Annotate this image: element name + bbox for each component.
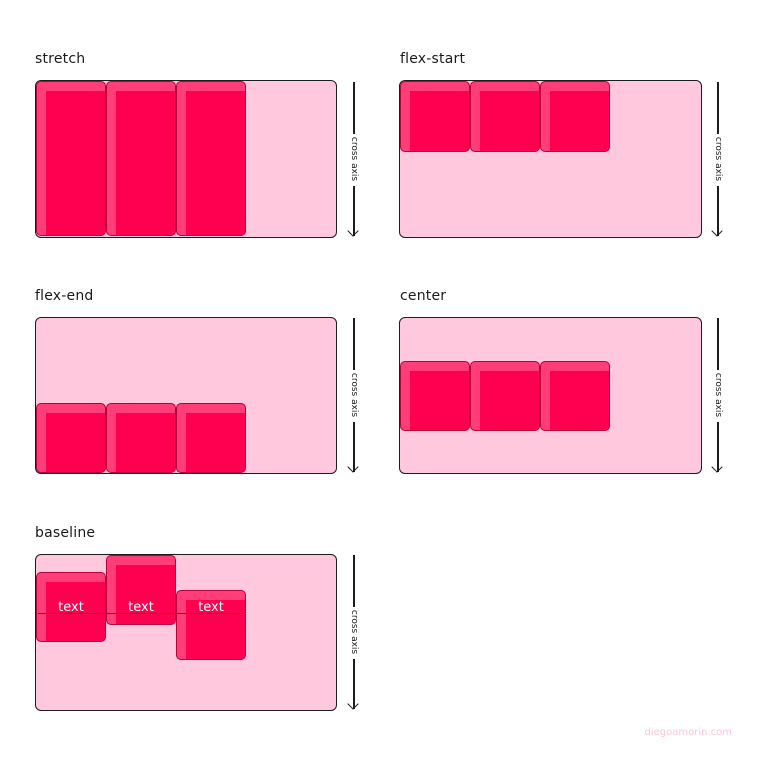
credit-watermark: diegoamorin.com [644, 727, 733, 738]
flex-container-baseline: text text text [35, 554, 337, 711]
arrow-down-icon [711, 461, 723, 473]
flex-item [400, 81, 470, 152]
flex-item [106, 81, 176, 236]
flex-item [540, 81, 610, 152]
flex-item [540, 361, 610, 431]
flex-item [176, 81, 246, 236]
arrow-down-icon [347, 698, 359, 710]
flex-item: text [106, 555, 176, 625]
cross-axis-indicator: cross axis [347, 82, 361, 238]
cross-axis-label: cross axis [713, 136, 723, 182]
item-text: text [58, 600, 84, 615]
flex-item [106, 403, 176, 473]
flex-container-center [399, 317, 702, 474]
cross-axis-label: cross axis [349, 609, 359, 655]
item-text: text [198, 600, 224, 615]
flex-item [470, 361, 540, 431]
panel-title-stretch: stretch [35, 51, 86, 67]
flex-item [470, 81, 540, 152]
cross-axis-label: cross axis [349, 136, 359, 182]
arrow-down-icon [347, 461, 359, 473]
flex-container-flex-end [35, 317, 337, 474]
cross-axis-indicator: cross axis [711, 82, 725, 238]
flex-item [176, 403, 246, 473]
panel-title-flex-end: flex-end [35, 288, 94, 304]
cross-axis-label: cross axis [713, 372, 723, 418]
cross-axis-indicator: cross axis [711, 318, 725, 474]
cross-axis-indicator: cross axis [347, 318, 361, 474]
flex-container-stretch [35, 80, 337, 238]
flex-item [36, 81, 106, 236]
baseline-line [38, 613, 244, 615]
flex-item [400, 361, 470, 431]
flex-item [36, 403, 106, 473]
flex-container-flex-start [399, 80, 702, 238]
cross-axis-indicator: cross axis [347, 555, 361, 711]
arrow-down-icon [711, 225, 723, 237]
flex-item: text [36, 572, 106, 642]
cross-axis-label: cross axis [349, 372, 359, 418]
panel-title-center: center [400, 288, 447, 304]
item-text: text [128, 600, 154, 615]
panel-title-baseline: baseline [35, 525, 96, 541]
panel-title-flex-start: flex-start [400, 51, 466, 67]
flex-item: text [176, 590, 246, 660]
arrow-down-icon [347, 225, 359, 237]
